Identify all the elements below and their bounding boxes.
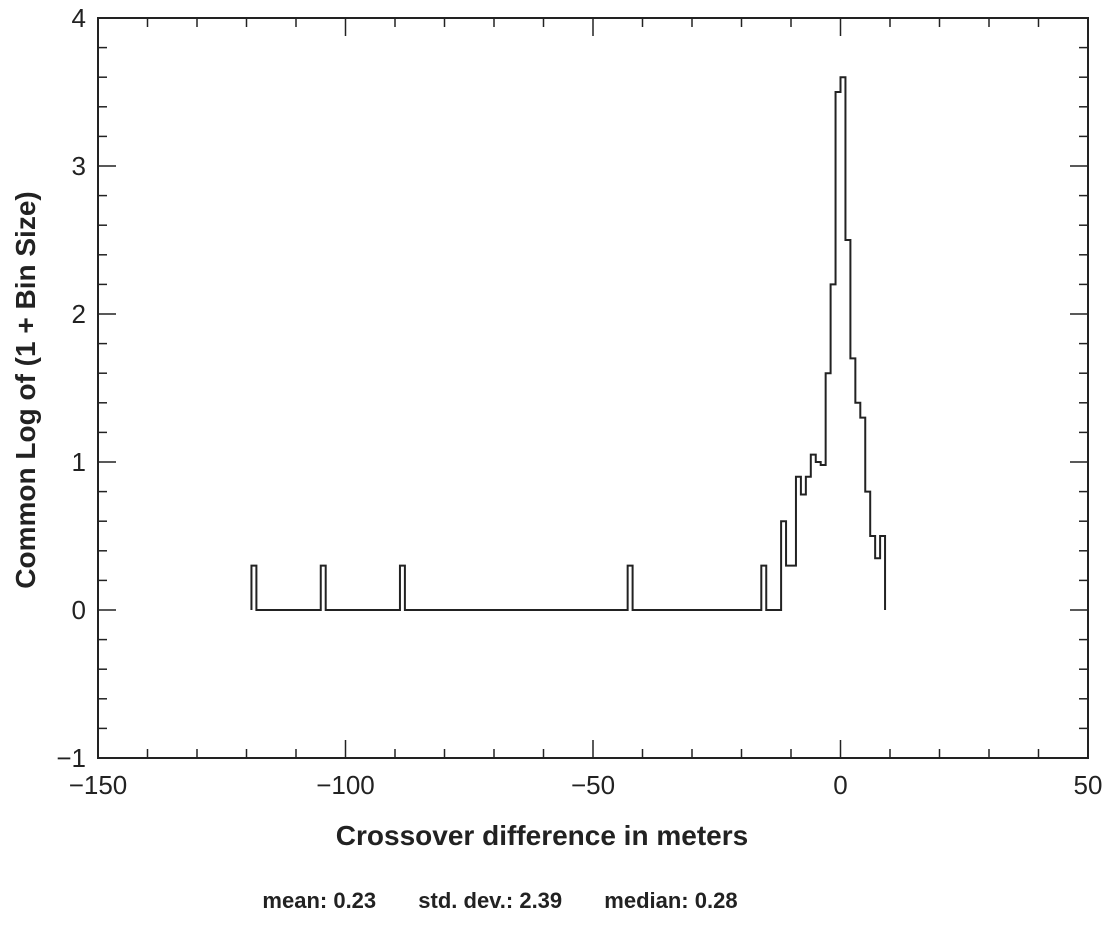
histogram-bin [786,566,791,610]
histogram-bin [821,465,826,610]
stat-median: median: 0.28 [604,888,738,913]
plot-frame [97,17,1089,759]
y-tick-label: −1 [56,743,86,773]
summary-statistics: mean: 0.23 std. dev.: 2.39 median: 0.28 [0,888,1000,914]
y-tick-label: 3 [72,151,86,181]
histogram-bin [801,495,806,610]
histogram-bin [855,403,860,610]
y-tick-label: 0 [72,595,86,625]
y-tick-label: 1 [72,447,86,477]
histogram-bin [811,455,816,610]
histogram-bin [816,462,821,610]
stat-mean: mean: 0.23 [262,888,377,913]
histogram-chart: −150 −100 −50 0 50 −1 0 1 2 3 4 Crossover differe… [10,3,1103,851]
x-axis-ticks [97,18,1089,758]
x-tick-label: 0 [833,770,847,800]
y-axis-ticks [98,17,1088,759]
y-axis-tick-labels: −1 0 1 2 3 4 [56,3,86,773]
y-tick-label: 2 [72,299,86,329]
histogram-bin [806,477,811,610]
histogram-bin [791,566,796,610]
x-tick-label: −50 [571,770,615,800]
histogram-bins [251,77,885,610]
x-axis-title: Crossover difference in meters [336,820,748,851]
x-tick-label: −100 [316,770,375,800]
stat-std-dev: std. dev.: 2.39 [418,888,563,913]
histogram-series-line [250,76,887,611]
x-axis-tick-labels: −150 −100 −50 0 50 [69,770,1103,800]
y-tick-label: 4 [72,3,86,33]
histogram-bin [875,558,880,610]
x-tick-label: −150 [69,770,128,800]
y-axis-title: Common Log of (1 + Bin Size) [10,191,41,588]
x-tick-label: 50 [1074,770,1103,800]
